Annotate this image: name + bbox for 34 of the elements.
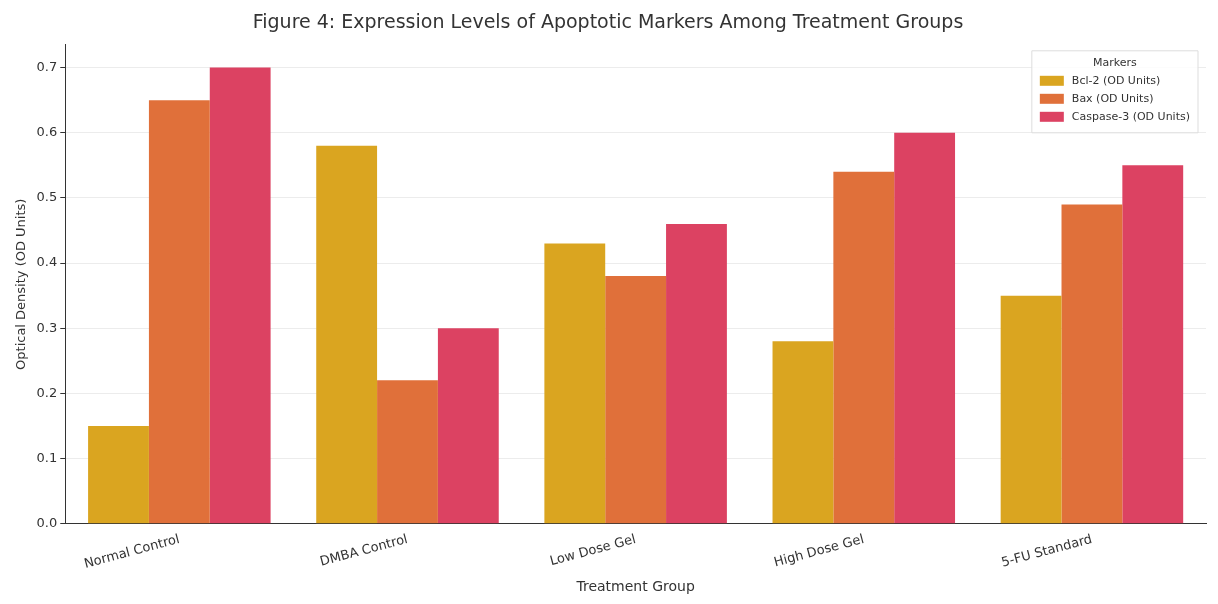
bar <box>437 328 499 524</box>
legend-label: Caspase-3 (OD Units) <box>1071 109 1190 123</box>
bar <box>833 171 895 524</box>
x-tick-label: High Dose Gel <box>772 530 866 570</box>
bar <box>377 380 438 524</box>
x-tick-label: Low Dose Gel <box>548 530 638 569</box>
bar <box>1061 204 1123 524</box>
bar <box>1000 295 1062 524</box>
y-tick-label: 0.2 <box>36 384 58 400</box>
y-tick-label: 0.6 <box>36 124 58 140</box>
bar <box>148 100 210 524</box>
bar <box>209 67 271 524</box>
y-axis-title: Optical Density (OD Units) <box>13 198 29 370</box>
bar <box>772 341 834 524</box>
bar <box>88 425 149 524</box>
y-tick-label: 0.5 <box>36 189 58 205</box>
x-tick-label: DMBA Control <box>318 530 410 569</box>
y-tick-label: 0.0 <box>36 515 58 531</box>
y-tick-label: 0.4 <box>36 254 58 270</box>
bar <box>605 276 667 524</box>
x-tick-label: Normal Control <box>82 530 181 571</box>
x-axis-title: Treatment Group <box>575 578 695 595</box>
y-tick-label: 0.7 <box>36 58 58 74</box>
legend-label: Bcl-2 (OD Units) <box>1071 73 1161 87</box>
y-tick-label: 0.3 <box>36 319 58 335</box>
bar <box>666 223 727 524</box>
y-tick-label: 0.1 <box>36 449 58 465</box>
bar <box>1122 165 1184 524</box>
bar <box>316 145 378 524</box>
bar <box>544 243 606 524</box>
bar <box>894 132 956 524</box>
legend-title: Markers <box>1093 55 1138 69</box>
legend-label: Bax (OD Units) <box>1071 91 1154 105</box>
chart-title: Figure 4: Expression Levels of Apoptotic Markers Among Treatment Groups <box>252 10 964 33</box>
